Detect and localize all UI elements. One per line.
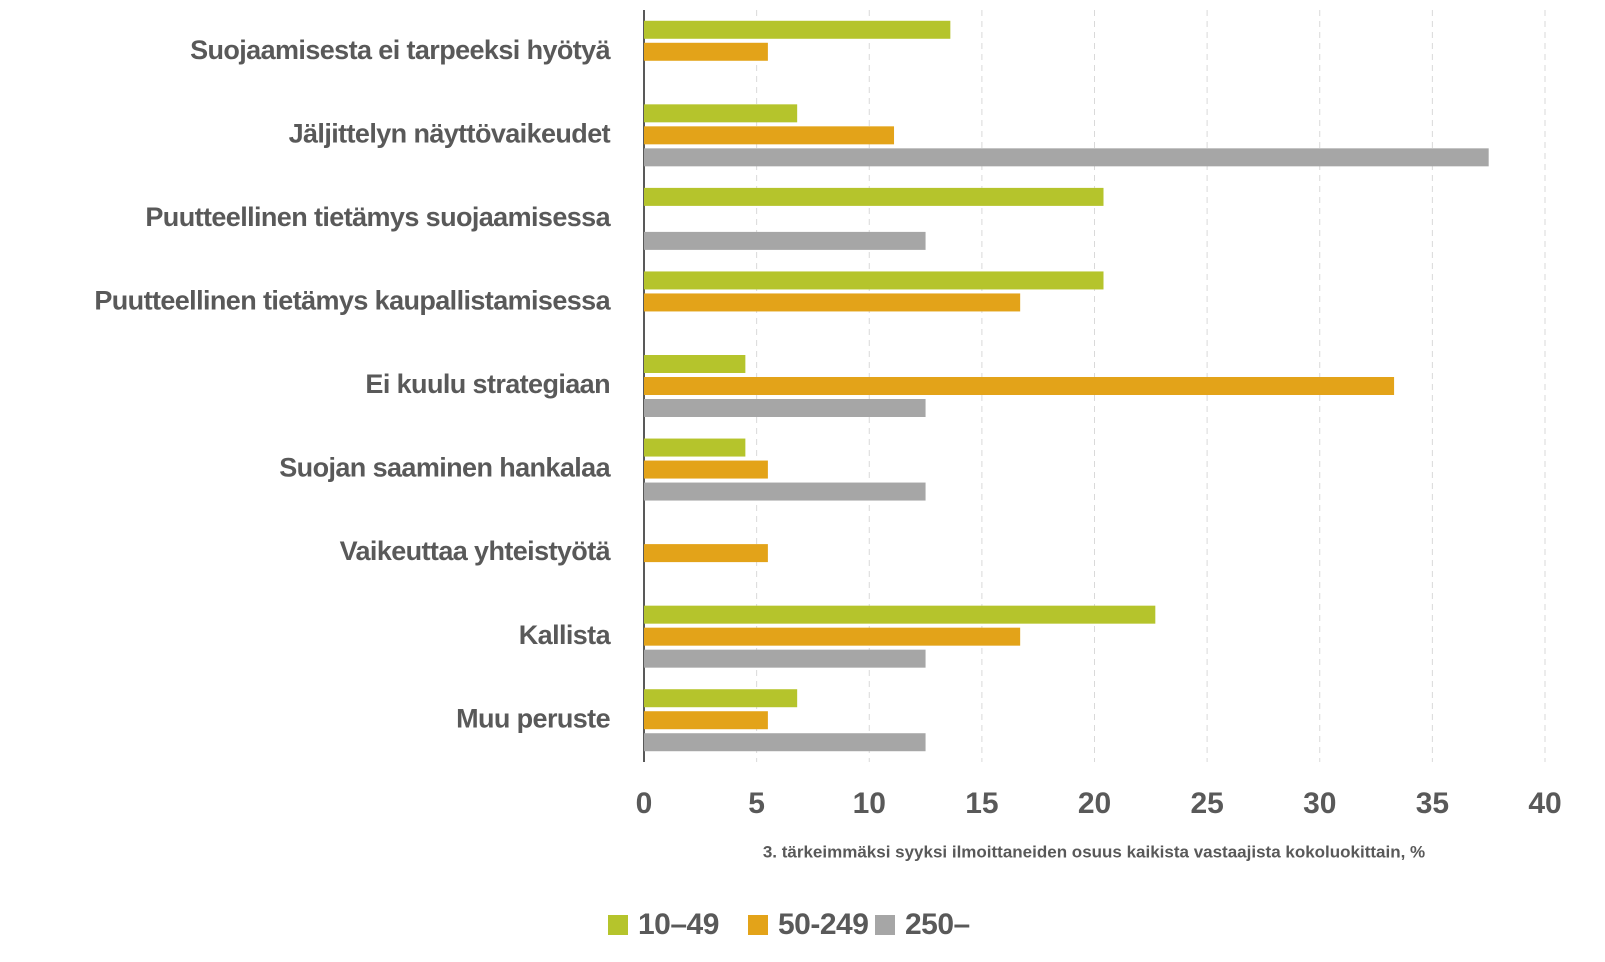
bar [644,460,768,479]
bar [644,544,768,563]
y-tick-label: Ei kuulu strategiaan [365,369,610,399]
x-tick-label: 10 [853,787,886,820]
y-tick-label: Kallista [519,620,612,650]
bar [644,711,768,730]
y-tick-label: Muu peruste [456,703,610,733]
x-tick-label: 30 [1303,787,1336,820]
y-tick-label: Suojaamisesta ei tarpeeksi hyötyä [190,35,611,65]
x-tick-label: 35 [1416,787,1449,820]
y-tick-label: Puutteellinen tietämys suojaamisessa [145,202,611,232]
legend-swatch [875,915,895,935]
bar [644,355,746,373]
bar [644,438,746,457]
legend-label: 50-249 [778,908,868,941]
legend-swatch [608,915,628,935]
x-tick-label: 0 [636,787,653,820]
bar [644,627,1021,646]
x-tick-label: 5 [748,787,765,820]
bar [644,148,1489,167]
x-axis-label: 3. tärkeimmäksi syyksi ilmoittaneiden os… [763,842,1425,861]
bar [644,399,926,417]
x-tick-label: 20 [1078,787,1111,820]
x-tick-label: 40 [1528,787,1561,820]
bar [644,42,768,61]
y-tick-label: Suojan saaminen hankalaa [279,453,611,483]
bar [644,377,1395,395]
y-tick-label: Puutteellinen tietämys kaupallistamisess… [94,286,611,316]
bar [644,20,951,39]
bar [644,293,1021,312]
y-tick-label: Jäljittelyn näyttövaikeudet [289,118,611,148]
bar [644,231,926,250]
bar [644,187,1104,206]
bar [644,733,926,752]
bar [644,126,895,145]
legend-label: 250– [905,908,970,941]
legend-label: 10–49 [638,908,719,941]
x-tick-label: 15 [965,787,998,820]
bar [644,689,798,708]
bar [644,649,926,668]
bar [644,271,1104,290]
bar [644,482,926,501]
legend-swatch [748,915,768,935]
bar [644,605,1156,624]
y-tick-label: Vaikeuttaa yhteistyötä [340,536,612,566]
bar [644,104,798,123]
x-tick-label: 25 [1190,787,1223,820]
